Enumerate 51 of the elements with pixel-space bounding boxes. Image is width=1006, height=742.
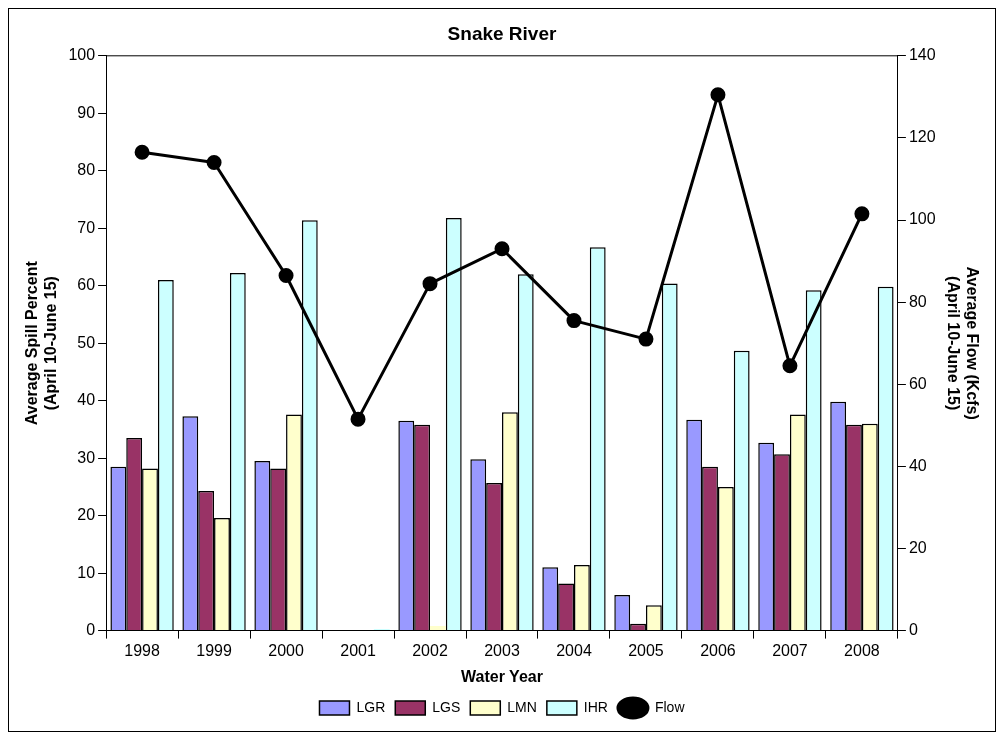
y-tick-label: 0	[86, 621, 96, 639]
y2-tick-label: 20	[908, 538, 927, 556]
point	[350, 411, 366, 427]
point	[206, 155, 222, 171]
x-tick-label: 1999	[196, 641, 232, 659]
chart-title: Snake River	[447, 22, 557, 44]
y-tick-label: 90	[77, 103, 96, 121]
x-tick-label: 2005	[628, 641, 664, 659]
x-tick-label: 2004	[556, 641, 592, 659]
point	[422, 276, 438, 292]
x-tick-label: 2003	[484, 641, 520, 659]
y-tick-label: 80	[77, 161, 96, 179]
legend-label: Flow	[654, 698, 686, 715]
legend-label: IHR	[583, 698, 608, 715]
y2-tick-label: 100	[908, 210, 936, 228]
y-tick-label: 30	[77, 448, 96, 466]
point	[710, 87, 726, 103]
point	[494, 241, 510, 257]
x-tick-label: 2008	[844, 641, 880, 659]
point	[278, 267, 294, 283]
x-tick-label: 1998	[124, 641, 160, 659]
legend-label: LMN	[507, 698, 537, 715]
legend-label: LGR	[356, 698, 386, 715]
x-tick-label: 2000	[268, 641, 304, 659]
y-tick-label: 20	[77, 506, 96, 524]
point	[638, 331, 654, 347]
point	[134, 144, 150, 160]
y-tick-label: 50	[77, 333, 96, 351]
y2-tick-label: 40	[908, 456, 927, 474]
point	[566, 313, 582, 329]
y-tick-label: 10	[77, 563, 96, 581]
y2-tick-label: 140	[908, 46, 936, 64]
y-tick-label: 40	[77, 391, 96, 409]
x-tick-label: 2006	[700, 641, 736, 659]
y2-tick-label: 0	[908, 621, 918, 639]
x-tick-label: 2001	[340, 641, 376, 659]
y2-tick-label: 60	[908, 374, 927, 392]
bar	[430, 626, 446, 631]
x-tick-label: 2002	[412, 641, 448, 659]
point	[854, 206, 870, 222]
y2-tick-label: 120	[908, 128, 936, 146]
x-tick-label: 2007	[772, 641, 808, 659]
x-axis-title: Water Year	[461, 667, 543, 685]
y-tick-label: 60	[77, 276, 96, 294]
y-axis-title: Average Spill Percent (April 10-June 15)	[23, 260, 60, 426]
y-tick-label: 100	[68, 46, 96, 64]
y2-axis-title: Average Flow (Kcfs) (April 10-June 15)	[944, 266, 981, 420]
point	[782, 358, 798, 374]
y2-tick-label: 80	[908, 292, 927, 310]
y-tick-label: 70	[77, 218, 96, 236]
legend-label: LGS	[432, 698, 461, 715]
